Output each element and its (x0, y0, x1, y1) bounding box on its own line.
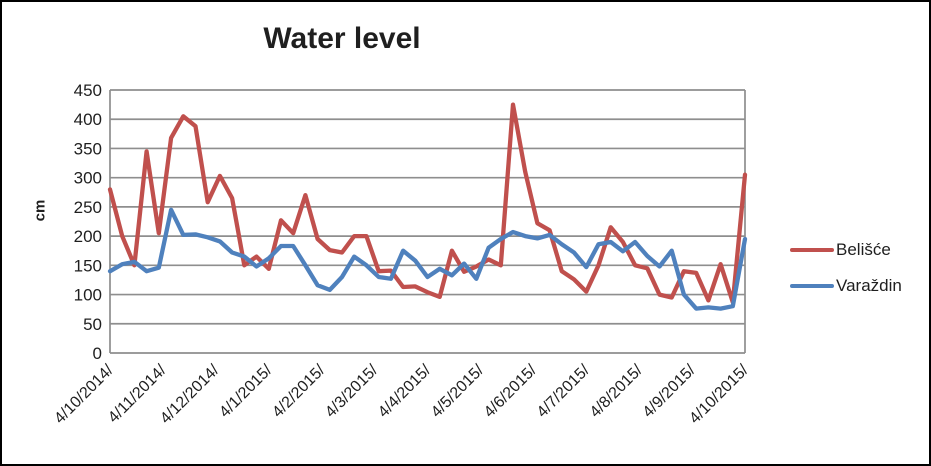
y-axis-tick-label: 0 (93, 344, 102, 363)
x-axis-tick-label: 4/7/2015/ (534, 361, 594, 421)
x-axis-tick-label: 4/6/2015/ (481, 361, 541, 421)
series-line-varadin (107, 207, 748, 311)
y-axis-tick-label: 50 (83, 315, 102, 334)
y-axis-tick-label: 300 (74, 169, 102, 188)
x-axis-tick-label: 4/3/2015/ (322, 361, 382, 421)
x-axis-tick-label: 4/8/2015/ (587, 361, 647, 421)
chart-title: Water level (263, 22, 421, 55)
x-axis-tick-label: 4/4/2015/ (375, 361, 435, 421)
x-axis-tick-label: 4/1/2015/ (216, 361, 276, 421)
legend-item-varazdin: Varaždin (790, 276, 902, 296)
series-line-belie (107, 102, 748, 305)
y-axis-tick-label: 400 (74, 110, 102, 129)
belisce-line-swatch (790, 248, 834, 252)
x-axis-tick-label: 4/2/2015/ (269, 361, 329, 421)
y-axis-tick-label: 200 (74, 227, 102, 246)
y-axis-tick-label: 100 (74, 286, 102, 305)
y-axis-tick-label: 250 (74, 198, 102, 217)
legend-label-belisce: Belišće (836, 240, 891, 259)
y-axis-tick-label: 450 (74, 81, 102, 100)
varazdin-line-swatch (790, 284, 834, 288)
legend-label-varazdin: Varaždin (836, 276, 902, 295)
legend-item-belisce: Belišće (790, 240, 891, 260)
x-axis-tick-label: 4/5/2015/ (428, 361, 488, 421)
y-axis-tick-label: 350 (74, 139, 102, 158)
y-axis-tick-label: 150 (74, 256, 102, 275)
